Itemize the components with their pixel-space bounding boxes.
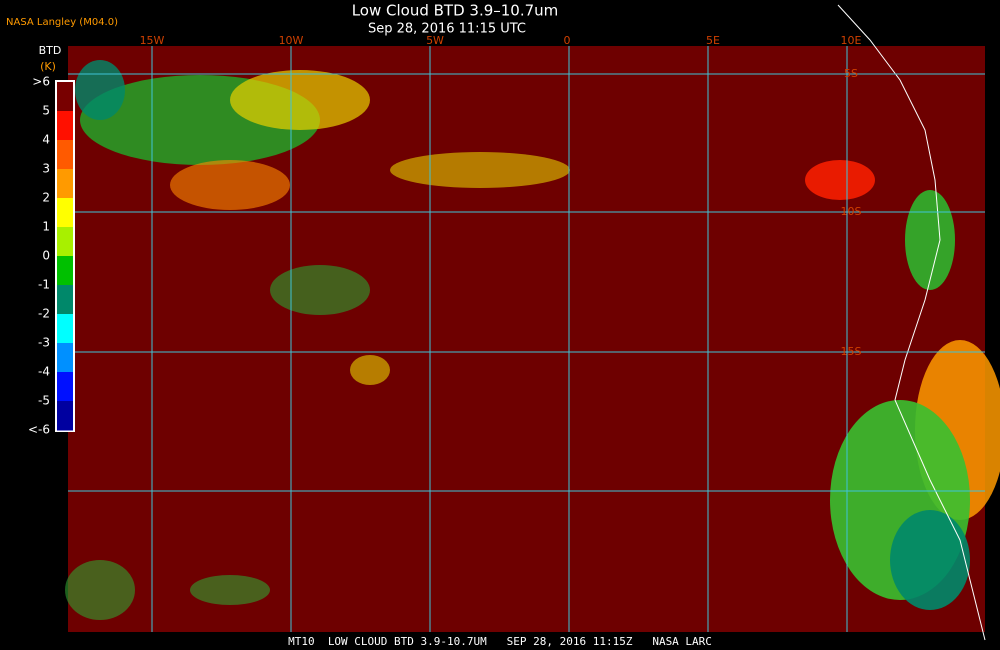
- grid-labels: 15W 10W 5W 0 5E 10E 5S 10S 15S: [140, 34, 862, 358]
- legend-tick-label: -4: [38, 365, 50, 379]
- legend-title: BTD: [39, 44, 62, 57]
- colorbar-swatch: [57, 169, 73, 199]
- legend-tick-label: 5: [42, 104, 50, 118]
- legend-tick-label: 0: [42, 249, 50, 263]
- longitude-label: 10W: [279, 34, 304, 47]
- coastline: [837, 4, 986, 641]
- colorbar-swatch: [57, 198, 73, 228]
- latitude-label: 5S: [844, 67, 858, 80]
- legend-tick-label: -5: [38, 394, 50, 408]
- source-label: NASA Langley (M04.0): [6, 17, 118, 28]
- latitude-label: 15S: [841, 345, 862, 358]
- legend-tick-label: -2: [38, 307, 50, 321]
- graticule: [68, 46, 985, 632]
- longitude-label: 10E: [841, 34, 862, 47]
- colorbar-swatch: [57, 314, 73, 344]
- colorbar-swatch: [57, 111, 73, 141]
- legend-tick-label: 2: [42, 191, 50, 205]
- colorbar-swatch: [57, 343, 73, 373]
- longitude-label: 5E: [706, 34, 720, 47]
- legend-tick-label: 4: [42, 133, 50, 147]
- colorbar-swatch: [57, 256, 73, 286]
- footer: MT10 LOW CLOUD BTD 3.9-10.7UM SEP 28, 20…: [288, 635, 712, 648]
- legend-tick-label: -1: [38, 278, 50, 292]
- legend-tick-label: <-6: [28, 423, 50, 437]
- colorbar-swatch: [57, 140, 73, 170]
- colorbar-swatch: [57, 82, 73, 112]
- latitude-label: 10S: [841, 205, 862, 218]
- colorbar-swatch: [57, 227, 73, 257]
- longitude-label: 5W: [426, 34, 444, 47]
- cloud-field: [65, 60, 1000, 620]
- legend-tick-label: 1: [42, 220, 50, 234]
- colorbar: >6 5 4 3 2 1 0 -1 -2 -3 -4 -5 <-6: [28, 75, 75, 437]
- longitude-label: 15W: [140, 34, 165, 47]
- longitude-label: 0: [564, 34, 571, 47]
- title: Low Cloud BTD 3.9–10.7um: [352, 2, 559, 20]
- colorbar-swatch: [57, 401, 73, 431]
- legend-unit: (K): [40, 60, 56, 73]
- legend-tick-label: >6: [32, 75, 50, 89]
- subtitle: Sep 28, 2016 11:15 UTC: [368, 22, 526, 37]
- legend-tick-label: 3: [42, 162, 50, 176]
- colorbar-swatch: [57, 285, 73, 315]
- legend-tick-label: -3: [38, 336, 50, 350]
- colorbar-swatch: [57, 372, 73, 402]
